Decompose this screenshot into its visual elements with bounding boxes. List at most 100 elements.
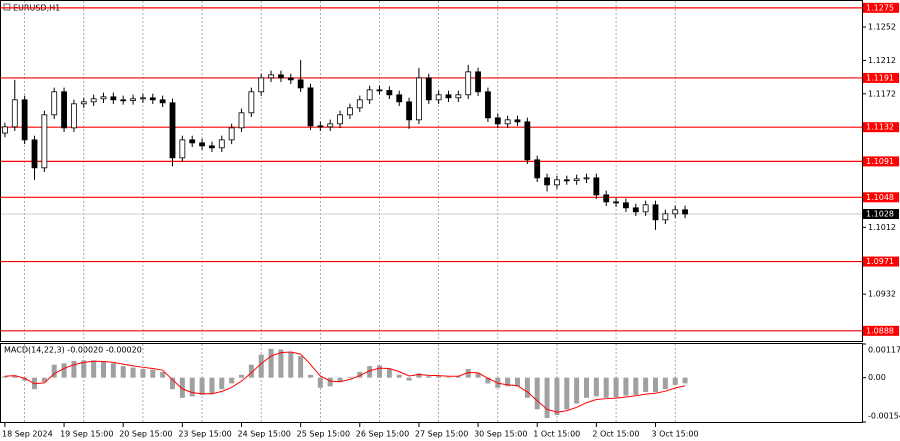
candle-body (366, 89, 373, 101)
level-label: 1.1132 (866, 123, 894, 132)
macd-bar (2, 376, 8, 378)
candle-body (425, 77, 432, 101)
candle-body (287, 77, 294, 81)
macd-bar (81, 360, 87, 378)
macd-bar (209, 377, 215, 394)
candle-body (21, 99, 28, 141)
macd-bar (298, 356, 304, 378)
candle-body (682, 209, 688, 215)
candle-body (278, 74, 284, 79)
price-panel (0, 0, 863, 342)
candle-body (534, 159, 541, 179)
macd-bar (51, 364, 57, 378)
macd-bar (485, 377, 491, 384)
candle-body (327, 123, 334, 128)
level-label-box (863, 2, 899, 13)
macd-bar (455, 376, 461, 378)
level-label-box (863, 256, 899, 267)
macd-bar (140, 369, 146, 378)
candle-body (504, 119, 511, 125)
macd-title: MACD(14,22,3) -0.00020 -0.00020 (4, 346, 142, 355)
macd-bar (515, 377, 520, 387)
macd-y-tick-label: 0.00 (868, 373, 886, 382)
macd-bar (682, 377, 688, 384)
candle-body (228, 127, 235, 141)
macd-bar (179, 377, 185, 398)
macd-bar (357, 371, 363, 378)
macd-bar (189, 377, 195, 397)
macd-bar (130, 367, 136, 378)
macd-bar (61, 363, 67, 378)
macd-bar (446, 377, 451, 378)
candle-body (337, 114, 343, 125)
candle-body (347, 107, 353, 116)
macd-bar (199, 377, 205, 395)
y-tick-label: 1.1012 (868, 223, 896, 232)
macd-bar (317, 377, 323, 388)
candle-body (258, 77, 265, 93)
macd-bar (426, 376, 432, 378)
macd-bar (564, 377, 570, 410)
candle-body (623, 202, 629, 209)
level-label: 1.1091 (866, 157, 894, 166)
candle-body (386, 90, 393, 96)
candle-body (485, 91, 491, 119)
macd-bar (22, 377, 28, 381)
macd-bar (534, 377, 540, 410)
candle-body (416, 77, 422, 121)
level-label-box (863, 156, 899, 167)
macd-y-tick-label: 0.00117 (868, 346, 900, 355)
candle-body (613, 201, 619, 204)
candle-body (100, 96, 107, 100)
candle-body (307, 87, 314, 127)
level-label-box (863, 325, 899, 336)
y-tick-label: 1.1172 (868, 89, 896, 98)
candle-body (356, 99, 363, 109)
candle-body (376, 89, 383, 92)
macd-panel (0, 343, 863, 423)
macd-bar (120, 366, 126, 378)
macd-bar (239, 374, 244, 378)
candle-body (435, 94, 442, 101)
macd-signal-line (4, 351, 686, 413)
x-tick-label: 26 Sep 15:00 (356, 430, 409, 439)
macd-bar (613, 377, 619, 398)
macd-bar (101, 361, 106, 378)
candle-body (524, 121, 531, 161)
macd-bar (662, 377, 668, 390)
candle-body (514, 119, 521, 123)
candle-body (593, 177, 600, 196)
candle-body (2, 126, 8, 134)
level-label: 1.0888 (866, 326, 894, 335)
macd-bar (337, 377, 343, 382)
candle-body (465, 71, 472, 96)
level-label: 1.1048 (866, 193, 894, 202)
x-tick-label: 24 Sep 15:00 (238, 430, 291, 439)
x-tick-label: 30 Sep 15:00 (474, 430, 527, 439)
candle-body (396, 94, 403, 103)
macd-bar (41, 377, 47, 382)
macd-bar (278, 349, 284, 378)
candle-body (179, 139, 186, 159)
level-label: 1.1275 (866, 3, 894, 12)
macd-bar (12, 375, 18, 378)
macd-y-tick-label: -0.00154 (868, 412, 900, 421)
x-tick-label: 18 Sep 2024 (2, 430, 53, 439)
macd-bar (544, 377, 550, 418)
y-tick-label: 1.1212 (868, 56, 896, 65)
candle-body (140, 97, 146, 100)
macd-bar (653, 377, 658, 393)
x-tick-label: 1 Oct 15:00 (533, 430, 580, 439)
macd-bar (219, 377, 225, 390)
current-price-box (863, 208, 899, 219)
candle-body (80, 101, 87, 105)
candle-body (130, 98, 136, 101)
candle-body (110, 96, 117, 101)
macd-bar (584, 377, 589, 398)
candle-body (90, 98, 97, 103)
candle-body (662, 213, 669, 221)
level-label-box (863, 72, 899, 83)
macd-bar (110, 363, 116, 378)
x-tick-label: 19 Sep 15:00 (60, 430, 113, 439)
